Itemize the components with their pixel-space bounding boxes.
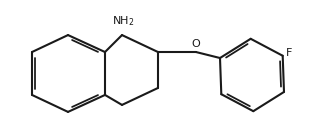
- Text: O: O: [192, 39, 200, 49]
- Text: NH$_2$: NH$_2$: [112, 14, 135, 28]
- Text: F: F: [286, 48, 293, 58]
